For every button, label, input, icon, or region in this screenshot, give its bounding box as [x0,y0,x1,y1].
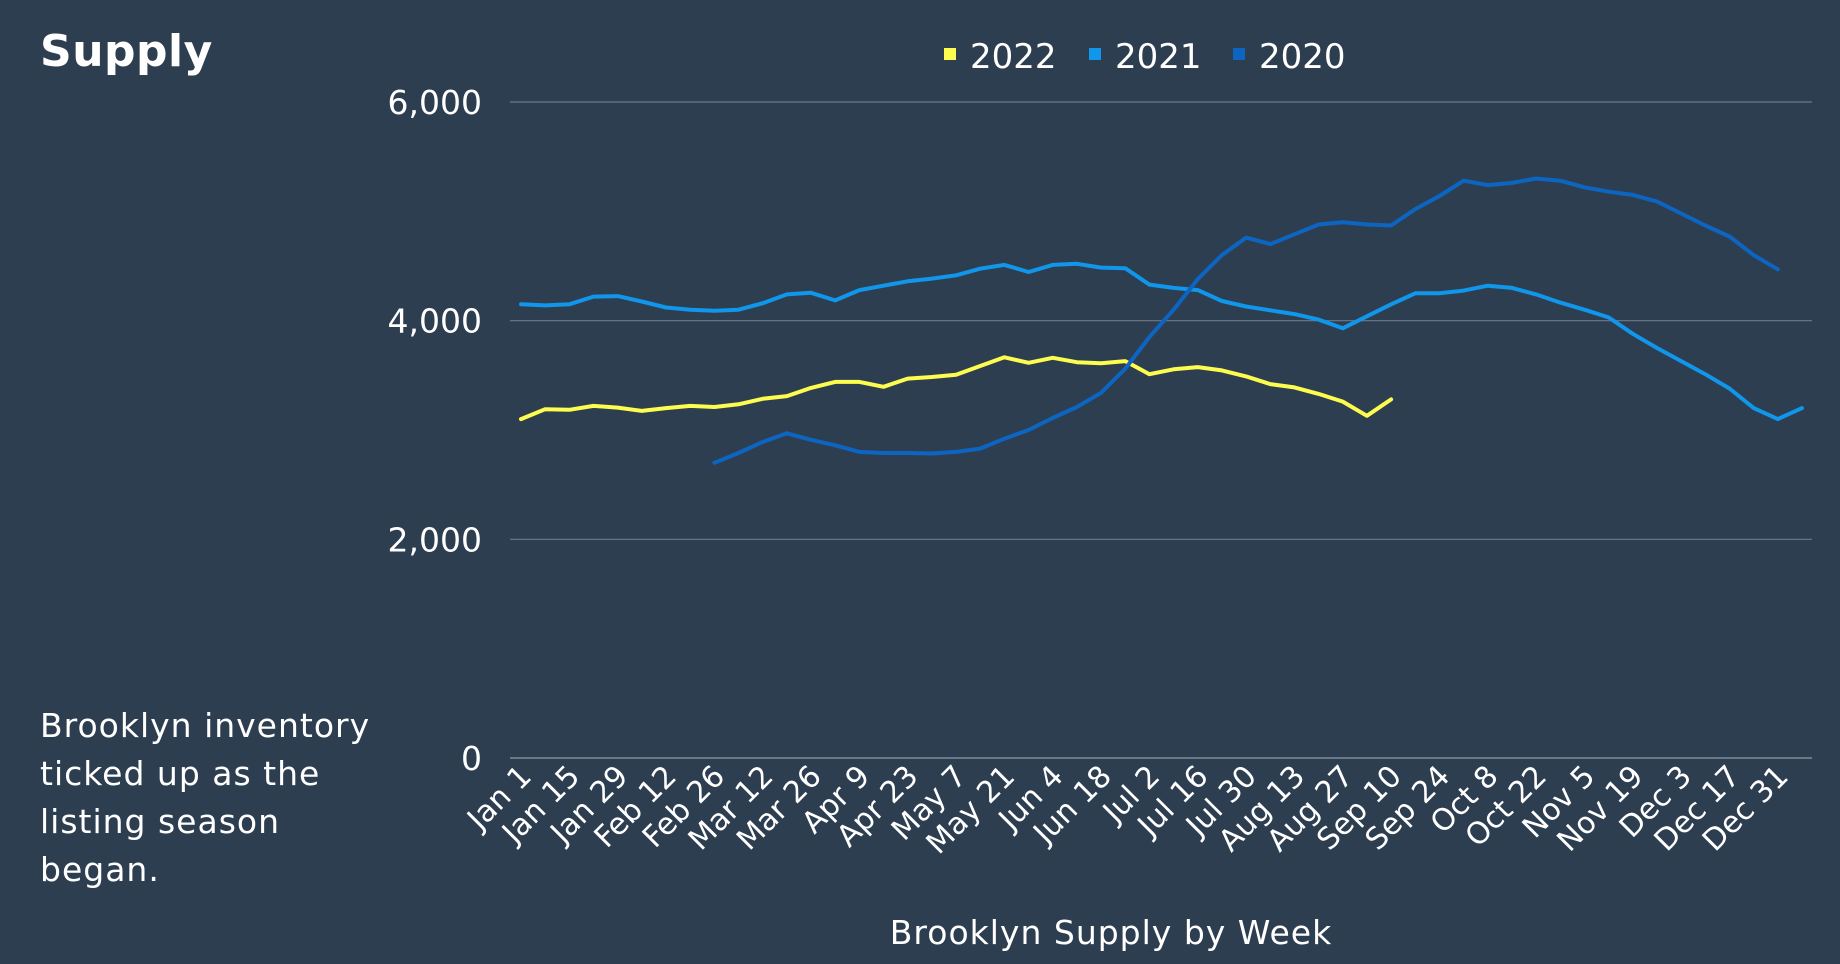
page-heading: Supply [40,26,213,77]
legend-swatch-2020 [1233,48,1245,60]
y-tick-label: 0 [461,739,482,778]
x-axis-label: Brooklyn Supply by Week [890,913,1332,952]
grid-lines [510,101,1812,759]
series-line-2022 [519,355,1394,422]
series-line-2020 [712,176,1780,465]
legend-swatch-2022 [944,48,956,60]
chart-caption: Brooklyn inventory ticked up as the list… [40,706,371,889]
y-axis-ticks: 0 2,000 4,000 6,000 [388,83,482,778]
y-tick-label: 6,000 [388,83,482,122]
y-tick-label: 4,000 [388,302,482,341]
legend-label-2022: 2022 [970,37,1057,77]
legend: 2022 2021 2020 [944,37,1346,77]
series-lines [519,176,1804,465]
legend-label-2020: 2020 [1259,37,1346,77]
y-tick-label: 2,000 [388,520,482,559]
series-line-2021 [519,261,1804,422]
legend-swatch-2021 [1089,48,1101,60]
legend-label-2021: 2021 [1115,37,1202,77]
